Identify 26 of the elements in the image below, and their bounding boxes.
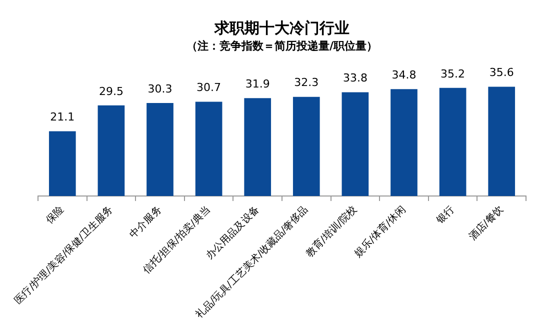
bar [292, 96, 320, 196]
x-tick-label: 中介服务 [127, 204, 164, 240]
data-label: 34.8 [392, 68, 416, 82]
x-tick-label: 保险 [44, 204, 66, 226]
data-label: 35.2 [440, 67, 466, 80]
bar [48, 131, 76, 196]
bar [342, 92, 369, 196]
data-label: 35.6 [489, 66, 514, 80]
data-label: 29.5 [98, 84, 124, 98]
bar [195, 102, 222, 196]
data-label: 32.3 [294, 76, 319, 90]
bar [439, 88, 466, 196]
bar [98, 105, 125, 196]
bar [488, 86, 516, 196]
data-label: 33.8 [342, 72, 368, 85]
bar [244, 98, 272, 196]
data-label: 30.3 [148, 82, 172, 96]
chart-subtitle: （注：竞争指数＝简历投递量/职位量） [186, 39, 378, 52]
bar [390, 89, 418, 196]
x-tick-label: 银行 [434, 204, 457, 228]
chart-title: 求职期十大冷门行业 [214, 18, 350, 37]
bar [146, 102, 174, 196]
x-tick-label: 酒店/餐饮 [466, 204, 506, 243]
data-label: 21.1 [50, 110, 75, 124]
data-label: 30.7 [196, 81, 222, 94]
data-label: 31.9 [245, 77, 270, 90]
